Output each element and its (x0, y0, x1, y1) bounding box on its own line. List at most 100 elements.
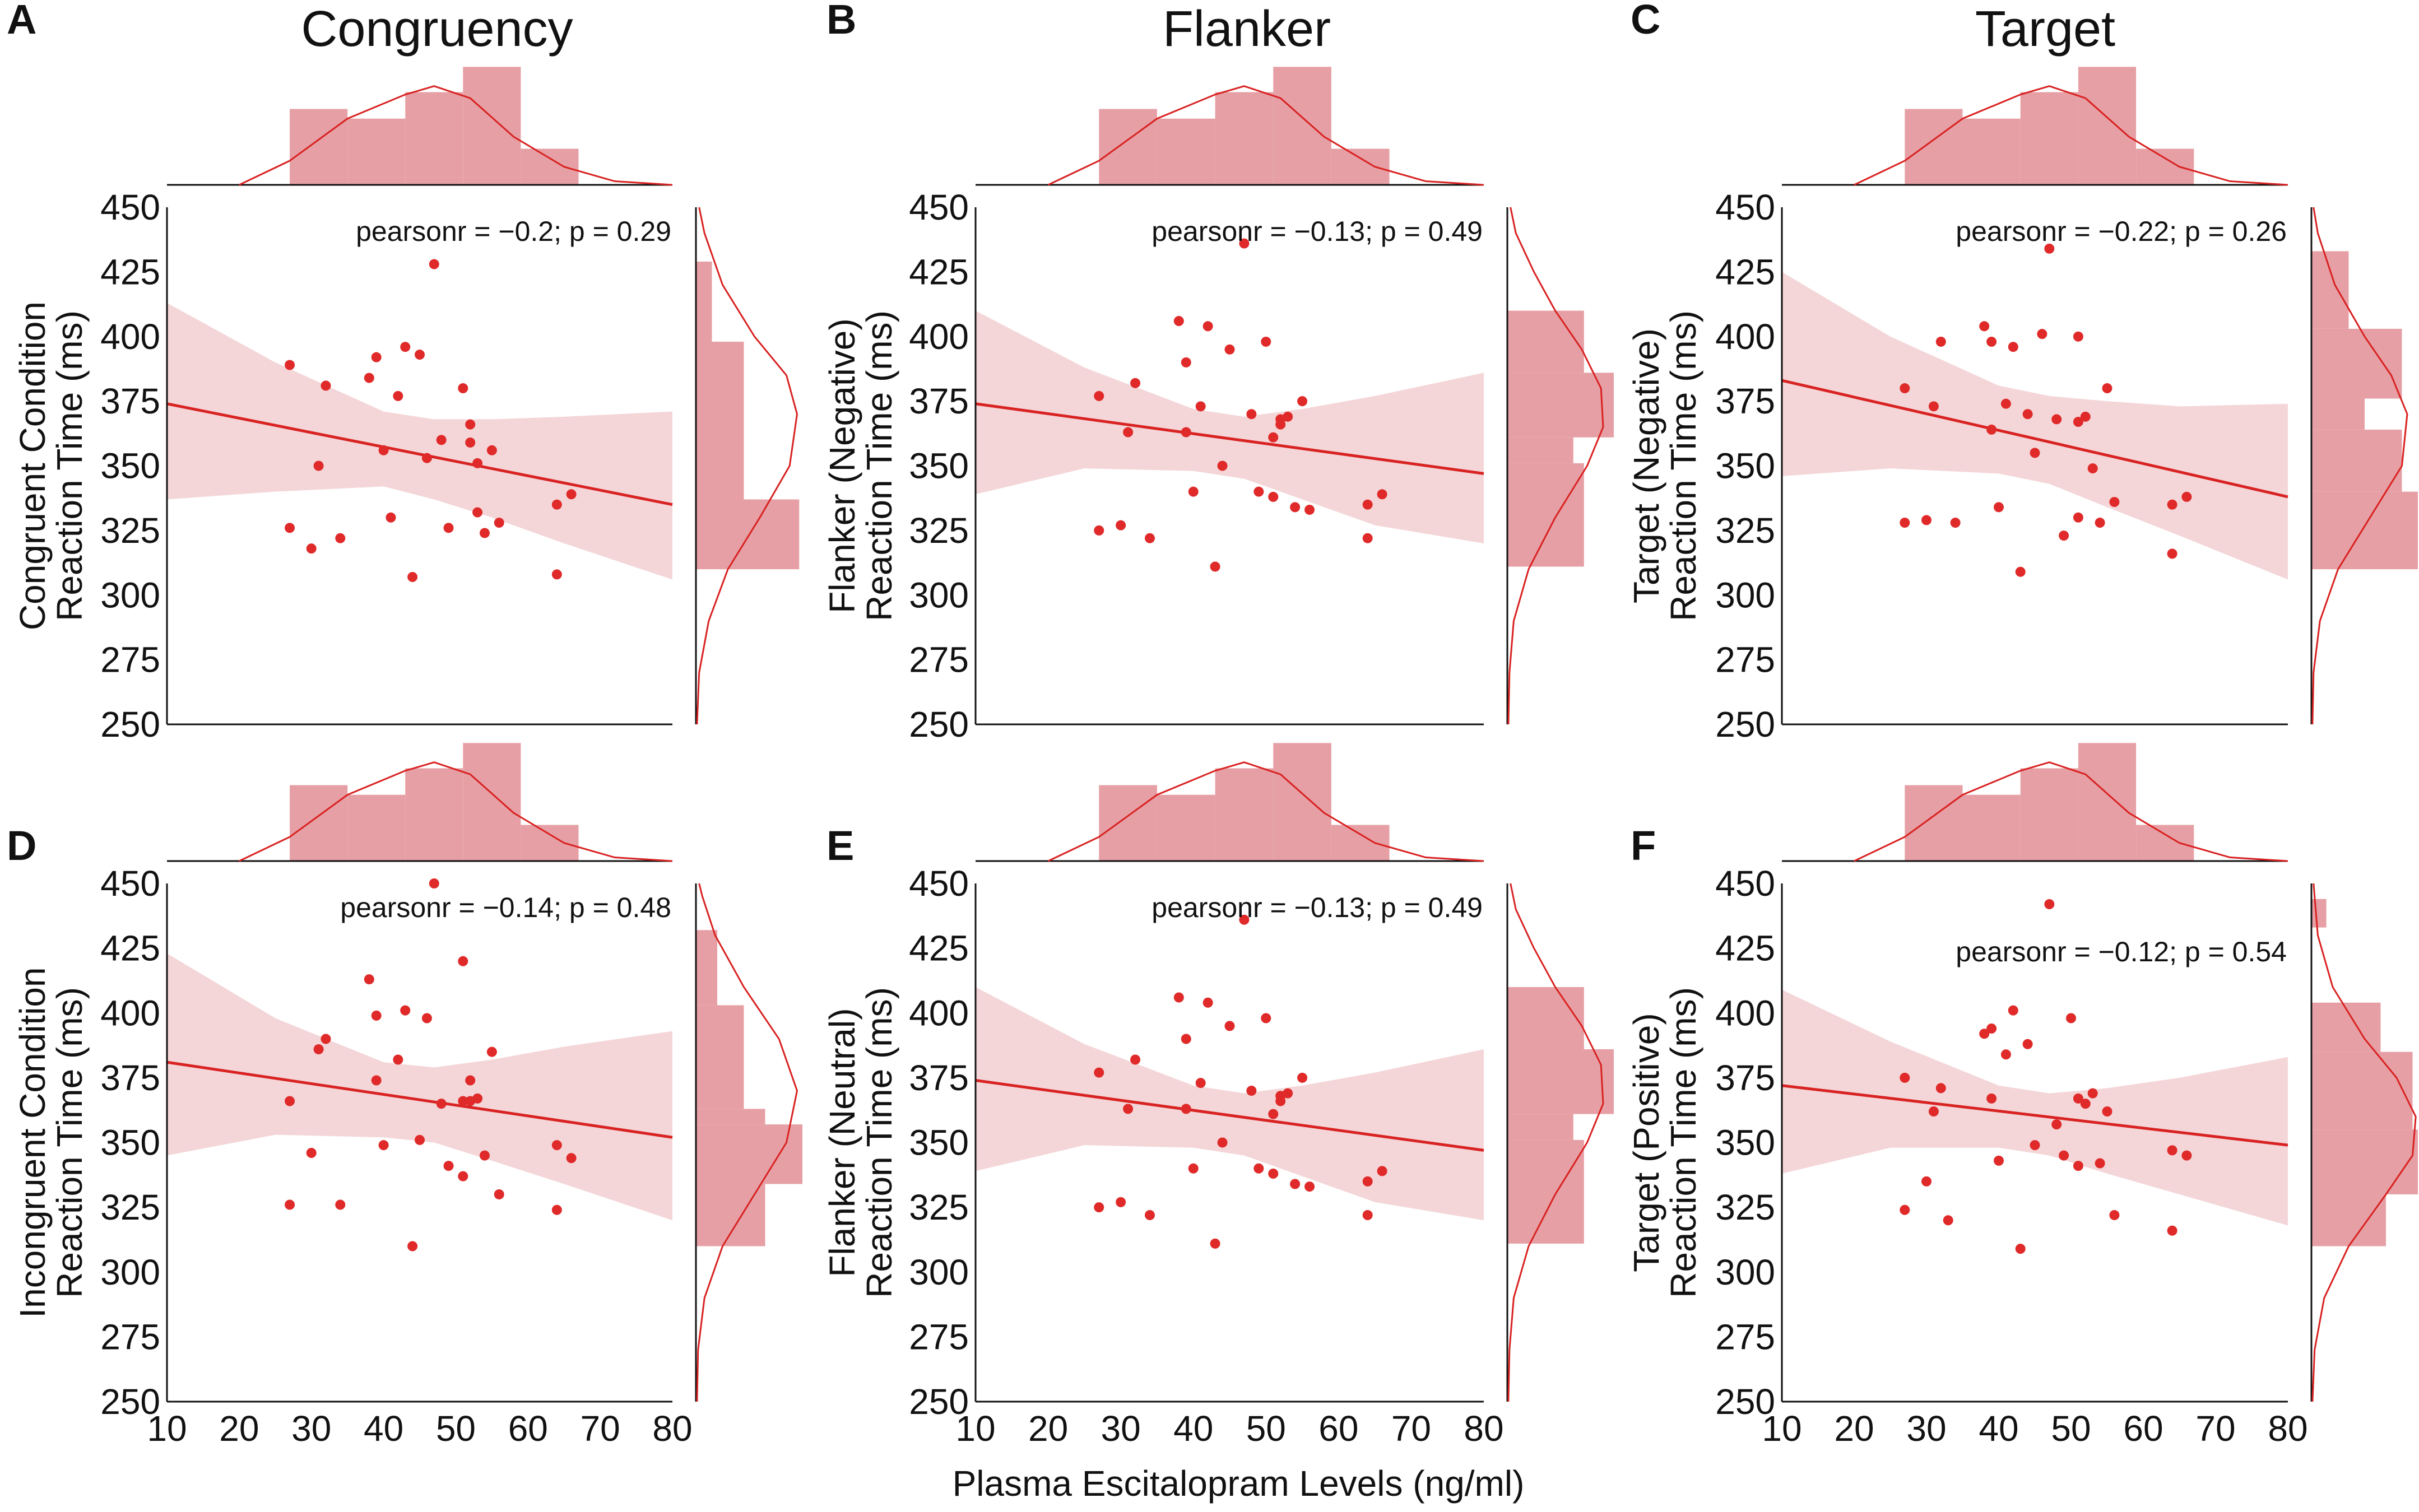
x-tick-label: 50 (436, 1408, 476, 1449)
data-point (1261, 336, 1271, 347)
top-hist-bar (1962, 794, 2021, 861)
data-point (306, 1148, 317, 1158)
data-point (1994, 1155, 2004, 1166)
confidence-band (1782, 989, 2288, 1226)
data-point (1094, 390, 1104, 401)
right-hist-bar (1507, 987, 1584, 1049)
top-hist-bar (2078, 67, 2137, 185)
data-point (1928, 1106, 1939, 1116)
data-point (472, 507, 483, 518)
y-axis-label: Target (Negative)Reaction Time (ms) (1626, 310, 1703, 621)
data-point (1900, 1072, 1910, 1083)
data-point (1377, 489, 1387, 500)
data-point (1290, 502, 1301, 513)
top-hist-bar (1099, 785, 1157, 861)
data-point (479, 528, 490, 538)
x-tick-label: 10 (955, 1408, 995, 1449)
y-axis-label-line: Flanker (Negative) (822, 318, 862, 613)
data-point (551, 1140, 562, 1151)
data-point (1253, 1163, 1264, 1174)
confidence-band (167, 303, 672, 580)
data-point (1123, 427, 1134, 438)
data-point (472, 458, 483, 468)
y-tick-label: 300 (100, 1252, 160, 1292)
y-tick-label: 425 (909, 252, 969, 292)
y-tick-label: 350 (1715, 1123, 1775, 1163)
right-hist-bar (696, 930, 717, 1006)
x-tick-label: 80 (2268, 1408, 2307, 1449)
top-hist-bar (2136, 825, 2194, 861)
top-kde-curve (239, 85, 673, 186)
column-title-flanker: Flanker (1163, 1, 1331, 57)
data-point (393, 390, 403, 401)
x-tick-label: 40 (1979, 1408, 2018, 1449)
data-point (1290, 1179, 1301, 1189)
data-point (2073, 417, 2083, 427)
data-point (1362, 499, 1373, 510)
right-hist-bar (696, 1005, 744, 1109)
top-kde-curve (1854, 85, 2288, 186)
right-hist-bar (696, 1109, 765, 1125)
y-tick-label: 375 (1715, 381, 1775, 421)
data-point (472, 1093, 483, 1104)
y-tick-label: 325 (100, 1187, 160, 1227)
data-point (1246, 409, 1257, 420)
top-hist-bar (2020, 768, 2078, 861)
top-hist-bar (290, 785, 348, 861)
x-tick-label: 80 (1464, 1408, 1503, 1449)
right-hist-bar (2311, 899, 2327, 928)
data-point (1181, 1034, 1191, 1044)
x-tick-label: 40 (1173, 1408, 1213, 1449)
right-hist-bar (696, 341, 744, 500)
data-point (2000, 398, 2011, 409)
data-point (1217, 460, 1228, 471)
pearson-stat: pearsonr = −0.2; p = 0.29 (356, 216, 671, 247)
x-tick-label: 20 (1028, 1408, 1068, 1449)
data-point (1181, 427, 1191, 438)
pearson-stat: pearsonr = −0.12; p = 0.54 (1956, 936, 2287, 967)
confidence-band (167, 953, 672, 1221)
y-tick-label: 350 (909, 1123, 969, 1163)
data-point (1283, 411, 1293, 422)
data-point (2167, 499, 2177, 510)
regression-line (1781, 1084, 2288, 1147)
data-point (415, 1134, 425, 1145)
data-point (2080, 411, 2091, 422)
regression-line (975, 1079, 1484, 1152)
data-point (494, 1189, 504, 1199)
right-hist-bar (696, 261, 712, 342)
top-hist-bar (405, 768, 463, 861)
data-point (386, 512, 396, 523)
data-point (285, 360, 295, 370)
data-point (2181, 1150, 2192, 1161)
data-point (1116, 520, 1126, 531)
x-tick-label: 10 (1762, 1408, 1802, 1449)
data-point (1173, 316, 1184, 327)
x-tick-label: 30 (291, 1408, 331, 1449)
data-point (1362, 1176, 1373, 1187)
data-point (566, 1153, 577, 1164)
data-point (2109, 497, 2120, 508)
data-point (1094, 1067, 1104, 1078)
data-point (2008, 342, 2018, 352)
y-tick-label: 250 (100, 1381, 160, 1422)
data-point (551, 569, 562, 580)
data-point (1979, 321, 1990, 332)
data-point (436, 1099, 447, 1109)
y-tick-label: 250 (1715, 1381, 1775, 1422)
y-tick-label: 425 (1715, 928, 1775, 969)
data-point (1202, 321, 1213, 332)
data-point (371, 352, 382, 362)
y-axis-label-line: Reaction Time (ms) (49, 310, 90, 621)
data-point (1195, 401, 1206, 412)
y-tick-label: 350 (1715, 446, 1775, 486)
data-point (321, 1034, 331, 1044)
data-point (1094, 525, 1104, 536)
data-point (2030, 1140, 2040, 1151)
data-point (364, 974, 374, 985)
top-hist-bar (521, 825, 579, 861)
data-point (393, 1054, 403, 1065)
panel-c: C 250 275 300 325 350 375 400 425 450 Target (Nega… (1626, 0, 2418, 745)
top-hist-bar (1099, 109, 1157, 185)
data-point (1994, 502, 2004, 513)
